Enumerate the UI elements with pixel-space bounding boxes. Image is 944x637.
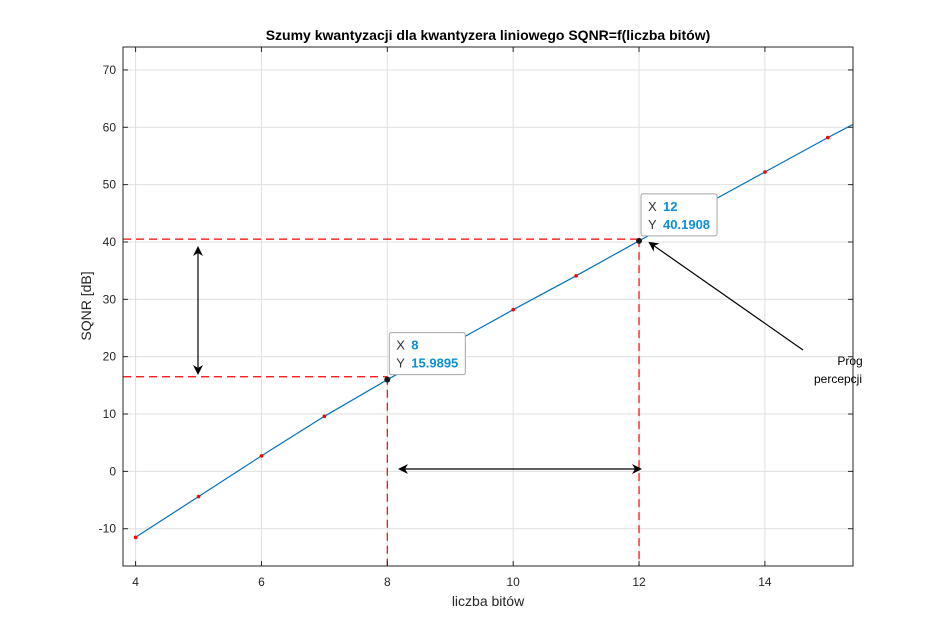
y-tick-label: 60 [103,120,117,134]
datatip-x-value: 8 [411,338,418,353]
datatip-y-key: Y [648,217,657,232]
datatip-x-key: X [396,338,405,353]
x-tick-label: 12 [632,575,646,589]
data-point [574,274,578,278]
data-point [763,170,767,174]
annotation-arrow [648,241,804,351]
annotation-line2: percepcji [814,372,862,386]
datatip-y-key: Y [396,356,405,371]
plot-area [123,47,853,566]
y-tick-label: 0 [109,464,116,478]
datatip-x-value: 12 [663,199,677,214]
x-tick-label: 10 [506,575,520,589]
data-point [826,135,830,140]
reference-lines [123,238,640,566]
y-tick-label: 50 [103,178,117,192]
chart-title: Szumy kwantyzacji dla kwantyzera liniowe… [266,27,711,43]
data-point [259,454,264,458]
data-point [511,307,515,312]
y-axis-label: SQNR [dB] [78,271,94,340]
y-tick-label: 30 [103,292,117,306]
tick-labels: 4 6 8 10 12 14 -10 0 10 20 30 40 50 60 70 [99,47,853,589]
datatip-y-value: 40.1908 [663,217,710,232]
datatip-x-key: X [648,199,657,214]
annotation-line1: Prog [837,354,862,368]
x-tick-label: 14 [758,575,772,589]
y-tick-label: 40 [103,235,117,249]
y-tick-label: 70 [103,63,117,77]
data-point [133,535,138,540]
double-arrows [193,241,804,474]
x-axis-label: liczba bitów [452,593,525,609]
y-tick-label: 10 [103,407,117,421]
datatip-box [640,193,718,237]
datatip-box [388,332,466,376]
y-tick-label: -10 [99,522,117,536]
x-tick-label: 8 [384,575,391,589]
datatip-y-value: 15.9895 [411,356,458,371]
x-tick-label: 6 [258,575,265,589]
data-point [196,494,201,499]
datatip-dot [636,237,643,244]
datatip-dot [384,376,391,383]
x-tick-label: 4 [132,575,139,589]
plot-frame [122,46,854,567]
y-tick-label: 20 [103,350,117,364]
data-point [322,414,327,419]
